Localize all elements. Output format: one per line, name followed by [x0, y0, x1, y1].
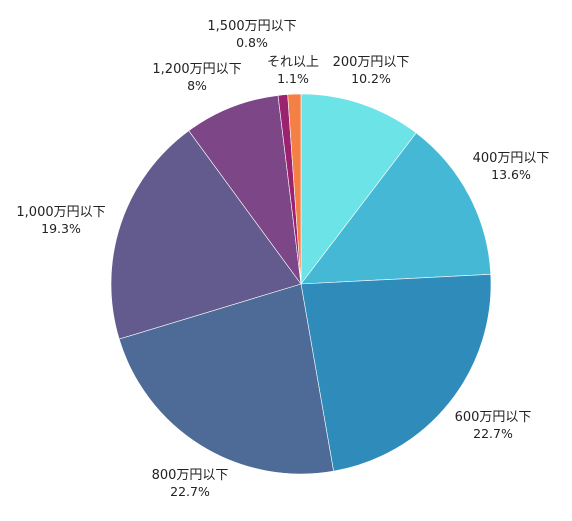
- slice-label-name: それ以上: [267, 55, 319, 70]
- pie-slice-2[interactable]: [300, 132, 492, 285]
- pie-slice-5[interactable]: [110, 130, 302, 340]
- pie-slice-3[interactable]: [300, 273, 492, 472]
- slice-label-name: 200万円以下: [333, 55, 410, 70]
- slice-label-value: 1.1%: [277, 71, 309, 86]
- slice-label-value: 22.7%: [170, 484, 210, 499]
- slice-label-name: 600万円以下: [455, 410, 532, 425]
- slice-label-name: 400万円以下: [473, 151, 550, 166]
- slices-layer: [110, 93, 492, 475]
- slice-label-value: 10.2%: [351, 71, 391, 86]
- slice-label-name: 800万円以下: [152, 468, 229, 483]
- pie-slice-8[interactable]: [287, 93, 302, 285]
- slice-label-value: 22.7%: [473, 426, 513, 441]
- pie-slice-4[interactable]: [118, 283, 334, 475]
- slice-label-name: 1,200万円以下: [152, 62, 241, 77]
- slice-label-value: 19.3%: [41, 221, 81, 236]
- slice-label-value: 13.6%: [491, 167, 531, 182]
- pie-slice-6[interactable]: [188, 95, 302, 286]
- slice-label-name: 1,500万円以下: [207, 19, 296, 34]
- pie-slice-1[interactable]: [300, 93, 417, 285]
- slice-label-value: 8%: [187, 78, 207, 93]
- labels-layer: 200万円以下10.2%400万円以下13.6%600万円以下22.7%800万…: [16, 19, 549, 499]
- slice-label-value: 0.8%: [236, 35, 268, 50]
- slice-label-name: 1,000万円以下: [16, 205, 105, 220]
